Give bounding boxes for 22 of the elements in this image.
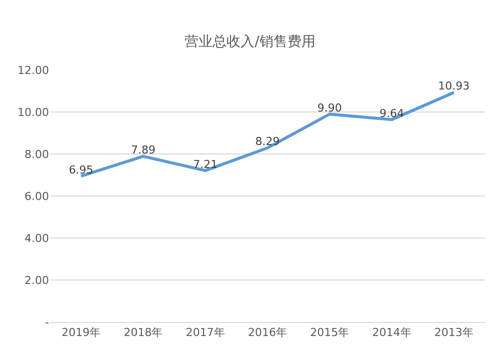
y-tick-label: 12.00 (18, 64, 49, 77)
y-tick-label: 2.00 (24, 274, 49, 287)
chart-title: 营业总收入/销售费用 (184, 34, 316, 50)
y-tick-label: - (45, 316, 50, 329)
y-tick-label: 4.00 (24, 232, 49, 245)
y-tick-label: 8.00 (24, 148, 49, 161)
x-tick-label: 2016年 (248, 326, 287, 340)
y-tick-label: 10.00 (18, 106, 49, 119)
data-label: 9.64 (380, 106, 404, 120)
x-tick-label: 2017年 (186, 326, 225, 340)
x-tick-label: 2018年 (124, 326, 163, 340)
x-tick-label: 2014年 (372, 326, 412, 340)
data-label: 9.90 (317, 101, 342, 114)
y-tick-label: 6.00 (24, 190, 49, 203)
x-tick-label: 2019年 (62, 326, 101, 340)
data-label: 6.95 (68, 163, 94, 176)
data-label: 8.29 (255, 135, 280, 148)
data-label: 7.89 (130, 144, 156, 157)
x-tick-label: 2013年 (434, 326, 474, 340)
data-label: 10.93 (438, 80, 470, 93)
x-tick-label: 2015年 (310, 326, 350, 340)
data-label: 7.21 (193, 158, 218, 171)
